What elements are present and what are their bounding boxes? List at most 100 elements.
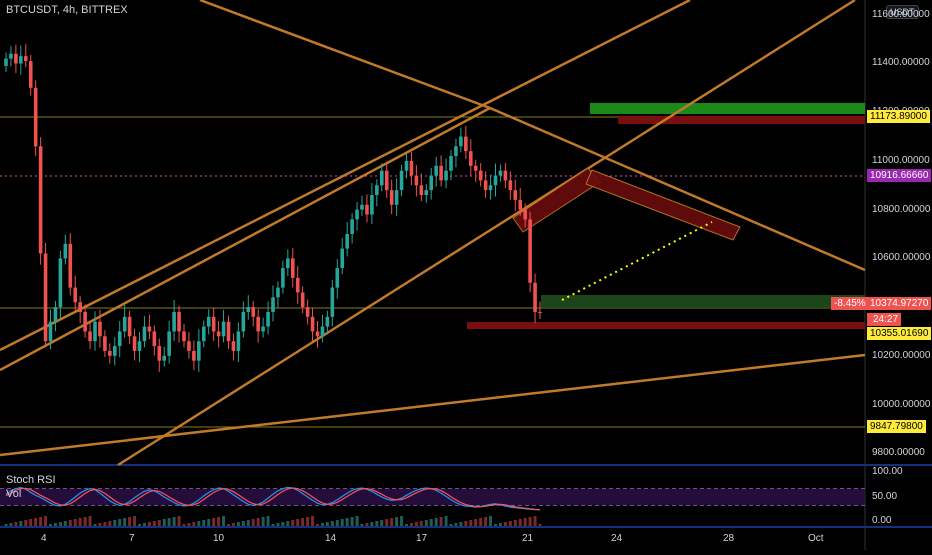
price-tag-current-price: 10374.97270	[867, 297, 932, 310]
volume-bar	[503, 522, 507, 526]
candle-body	[345, 234, 349, 249]
candle-body	[132, 336, 137, 351]
candle-body	[162, 355, 167, 361]
candle-body	[330, 287, 335, 317]
candle-body	[157, 346, 162, 361]
volume-bar	[83, 517, 87, 526]
volume-bar	[19, 521, 23, 526]
volume-bar	[231, 523, 235, 526]
volume-bar	[370, 522, 374, 526]
volume-bar	[24, 520, 28, 526]
candle-body	[523, 209, 527, 220]
volume-bar	[29, 519, 33, 526]
candle-body	[286, 258, 290, 269]
trendline-1	[0, 106, 491, 372]
volume-bar	[424, 520, 428, 526]
candle-body	[503, 170, 508, 181]
candle-body	[528, 219, 532, 283]
volume-bar	[409, 523, 413, 526]
candle-body	[236, 331, 241, 351]
candle-body	[256, 316, 260, 332]
volume-bar	[479, 518, 483, 526]
candle-body	[14, 53, 18, 64]
volume-bar	[533, 516, 537, 526]
time-axis-tick: Oct	[808, 533, 824, 544]
candle-body	[172, 311, 176, 332]
volume-bar	[335, 520, 339, 526]
volume-bar	[345, 518, 349, 526]
volume-bar	[513, 520, 517, 526]
candle-body	[33, 87, 38, 147]
volume-bar	[9, 523, 13, 526]
volume-bar	[325, 522, 329, 526]
vol-label: Vol	[6, 488, 22, 500]
candle-body	[182, 331, 186, 342]
candle-body	[9, 53, 13, 59]
volume-bar	[73, 519, 77, 526]
volume-bar	[241, 521, 245, 526]
rsi-tick-0: 0.00	[872, 515, 892, 526]
volume-bar	[207, 519, 211, 526]
candle-body	[108, 350, 112, 356]
candle-body	[459, 136, 463, 147]
volume-bar	[93, 524, 97, 526]
candle-body	[488, 185, 493, 191]
price-tag-mid-level: 10916.66660	[867, 169, 932, 182]
candle-body	[63, 243, 68, 259]
volume-bar	[350, 517, 354, 526]
candle-body	[449, 156, 453, 171]
projection-dotted-path	[561, 221, 713, 301]
volume-bar	[133, 516, 137, 526]
time-axis-tick: 24	[611, 533, 623, 544]
volume-bar	[157, 520, 161, 526]
candle-body	[355, 209, 359, 220]
volume-bar	[281, 522, 285, 526]
volume-bar	[444, 516, 448, 526]
candle-body	[276, 287, 280, 298]
price-axis-tick: 11600.00000	[872, 8, 930, 20]
price-axis-tick: 10000.00000	[872, 398, 931, 410]
candle-body	[305, 307, 310, 317]
volume-bar	[177, 516, 181, 526]
candle-body	[58, 258, 63, 308]
candle-body	[434, 165, 438, 176]
candle-body	[221, 321, 226, 337]
price-tag-low-level: 9847.79800	[867, 420, 926, 433]
candle-body	[464, 136, 468, 152]
candle-body	[478, 170, 483, 181]
candle-body	[498, 170, 503, 176]
trendline-4	[0, 0, 691, 352]
volume-bar	[449, 524, 453, 526]
volume-bar	[98, 523, 102, 526]
time-axis-tick: 21	[522, 533, 534, 544]
volume-bar	[217, 517, 221, 526]
candle-body	[73, 287, 78, 303]
volume-bar	[395, 517, 399, 526]
volume-bar	[266, 516, 270, 526]
volume-bar	[405, 524, 408, 526]
candle-body	[429, 175, 434, 191]
volume-bar	[311, 516, 315, 526]
volume-bar	[182, 524, 186, 526]
volume-bar	[246, 520, 250, 526]
volume-bar	[167, 518, 171, 526]
volume-bar	[162, 519, 166, 526]
candle-body	[187, 341, 191, 351]
volume-bar	[78, 518, 82, 526]
price-axis-tick: 10200.00000	[872, 349, 931, 361]
volume-bar	[34, 518, 38, 526]
rsi-series-d	[5, 487, 541, 511]
volume-bar	[58, 522, 62, 526]
volume-bar	[271, 524, 275, 526]
candle-body	[493, 175, 498, 186]
candle-body	[152, 331, 157, 347]
currency-badge[interactable]: USDT	[886, 5, 919, 19]
volume-bar	[360, 524, 364, 526]
time-axis-tick: 14	[325, 533, 337, 544]
candle-body	[468, 151, 473, 166]
candle-body	[127, 316, 132, 337]
candle-body	[320, 326, 325, 337]
volume-bar	[498, 523, 502, 526]
